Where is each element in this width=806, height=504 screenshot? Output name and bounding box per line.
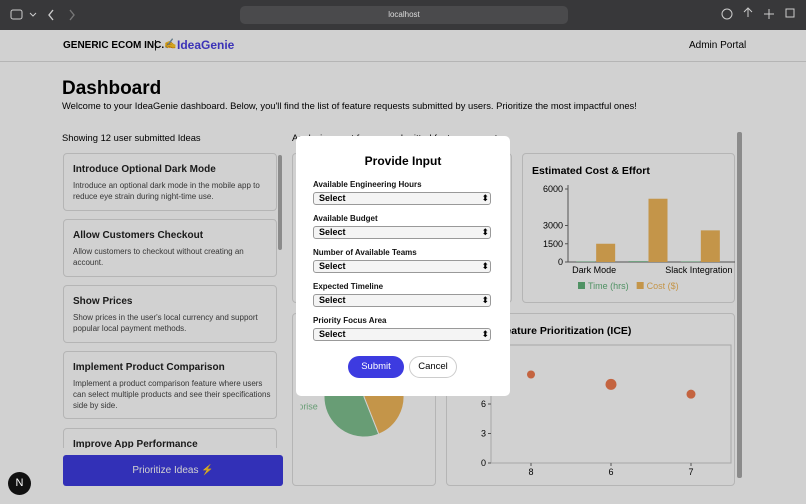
idea-title: Improve App Performance: [73, 439, 198, 448]
field-label: Number of Available Teams: [313, 248, 417, 257]
idea-card[interactable]: Allow Customers Checkout Allow customers …: [63, 219, 277, 277]
download-icon[interactable]: [721, 8, 733, 20]
select-arrow: ⬍: [481, 193, 489, 203]
y-tick-label: 3000: [543, 221, 563, 231]
x-tick-label: 8: [528, 467, 533, 477]
select[interactable]: Select: [313, 294, 491, 307]
submit-button[interactable]: Submit: [348, 356, 404, 378]
legend-swatch: [636, 282, 644, 289]
page-title: Dashboard: [62, 78, 162, 99]
idea-title: Allow Customers Checkout: [73, 230, 204, 241]
y-tick-label: 6000: [543, 184, 563, 194]
share-icon[interactable]: [743, 7, 753, 17]
bar: [596, 243, 616, 262]
y-tick-label: 0: [481, 458, 486, 468]
prioritize-button[interactable]: Prioritize Ideas ⚡: [63, 455, 283, 486]
select-arrow: ⬍: [481, 227, 489, 237]
portal[interactable]: Admin Portal: [689, 40, 747, 51]
select[interactable]: Select: [313, 226, 491, 239]
chevron[interactable]: [29, 12, 37, 17]
x-tick-label: Dark Mode: [572, 265, 616, 275]
y-tick-label: 3: [481, 429, 486, 439]
chart-title: Feature Prioritization (ICE): [499, 325, 631, 337]
idea-card[interactable]: Improve App Performance: [63, 428, 277, 448]
brand-icon: ✍: [164, 39, 177, 50]
chart-title: Estimated Cost & Effort: [532, 165, 650, 177]
select[interactable]: Select: [313, 192, 491, 205]
modal: Provide Input Available Engineering Hour…: [296, 136, 510, 396]
scrollbar[interactable]: [737, 132, 742, 478]
url: localhost: [388, 10, 420, 19]
brand[interactable]: IdeaGenie: [177, 38, 235, 52]
idea-card[interactable]: Show Prices Show prices in the user's loc…: [63, 285, 277, 343]
browser-toolbar: localhost: [0, 0, 806, 30]
idea-description: Introduce an optional dark mode in the m…: [73, 181, 260, 201]
chart-card: [522, 153, 735, 303]
bar: [700, 230, 720, 262]
back-button[interactable]: [48, 9, 54, 21]
bar: [628, 261, 648, 262]
point: [605, 378, 617, 390]
idea-title: Introduce Optional Dark Mode: [73, 164, 216, 175]
legend-swatch: [578, 282, 585, 289]
select-arrow: ⬍: [481, 329, 489, 339]
field-label: Expected Timeline: [313, 282, 384, 291]
modal-title: Provide Input: [364, 154, 442, 168]
select-arrow: ⬍: [481, 261, 489, 271]
y-tick-label: 0: [558, 257, 563, 267]
company: GENERIC ECOM INC.: [63, 40, 165, 51]
cancel-button[interactable]: Cancel: [409, 356, 457, 378]
scrollbar[interactable]: [278, 155, 282, 250]
select-arrow: ⬍: [481, 295, 489, 305]
sidebar-icon[interactable]: [10, 9, 23, 20]
idea-card[interactable]: Implement Product Comparison Implement a …: [63, 351, 277, 419]
idea-description: Allow customers to checkout without crea…: [73, 247, 244, 267]
legend-label: Cost ($): [647, 281, 679, 291]
idea-title: Implement Product Comparison: [73, 362, 225, 373]
toolbar-icons: [10, 6, 795, 24]
x-tick-label: Slack Integration: [665, 265, 732, 275]
bar: [648, 198, 668, 262]
y-tick-label: 6: [481, 399, 486, 409]
pie-label: Enterprise: [277, 401, 318, 411]
forward-button[interactable]: [69, 9, 75, 21]
legend-label: Time (hrs): [588, 281, 629, 291]
field-label: Priority Focus Area: [313, 316, 387, 325]
idea-description: Show prices in the user's local currency…: [73, 313, 258, 333]
subtitle: Welcome to your IdeaGenie dashboard. Bel…: [62, 100, 637, 111]
select[interactable]: Select: [313, 260, 491, 273]
tabs-icon[interactable]: [785, 8, 795, 18]
idea-title: Show Prices: [73, 296, 133, 307]
x-tick-label: 6: [608, 467, 613, 477]
separator: |: [154, 39, 157, 51]
select[interactable]: Select: [313, 328, 491, 341]
idea-description: Implement a product comparison feature w…: [73, 379, 271, 410]
idea-card[interactable]: Introduce Optional Dark Mode Introduce an…: [63, 153, 277, 211]
field-label: Available Budget: [313, 214, 378, 223]
point: [527, 370, 535, 379]
y-tick-label: 1500: [543, 239, 563, 249]
ideas-count: Showing 12 user submitted Ideas: [62, 132, 201, 143]
point: [686, 389, 696, 399]
dev-indicator[interactable]: N: [8, 472, 31, 495]
x-tick-label: 7: [688, 467, 693, 477]
app-header: GENERIC ECOM INC. | ✍ IdeaGenie Admin Po…: [0, 30, 806, 62]
idea-list: Introduce Optional Dark Mode Introduce an…: [62, 150, 284, 448]
field-label: Available Engineering Hours: [313, 180, 422, 189]
address-bar[interactable]: [240, 6, 568, 24]
new-tab-icon[interactable]: [764, 9, 774, 19]
